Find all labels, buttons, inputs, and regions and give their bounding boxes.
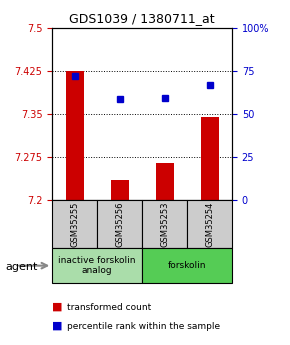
Text: inactive forskolin
analog: inactive forskolin analog [58,256,136,275]
FancyBboxPatch shape [52,200,97,248]
FancyBboxPatch shape [97,200,142,248]
Bar [155,163,173,200]
Text: transformed count: transformed count [67,303,151,312]
Bar [66,71,84,200]
FancyBboxPatch shape [142,248,232,283]
Text: percentile rank within the sample: percentile rank within the sample [67,322,220,331]
Text: agent: agent [6,263,38,272]
FancyBboxPatch shape [52,248,142,283]
Text: GSM35255: GSM35255 [70,201,79,247]
Title: GDS1039 / 1380711_at: GDS1039 / 1380711_at [69,12,215,25]
Text: GSM35253: GSM35253 [160,201,169,247]
Text: ■: ■ [52,302,63,312]
FancyBboxPatch shape [187,200,232,248]
Text: ■: ■ [52,321,63,331]
FancyBboxPatch shape [142,200,187,248]
Bar [110,180,129,200]
Text: GSM35256: GSM35256 [115,201,124,247]
Text: GSM35254: GSM35254 [205,201,214,247]
Bar [201,117,219,200]
Text: forskolin: forskolin [168,261,206,270]
